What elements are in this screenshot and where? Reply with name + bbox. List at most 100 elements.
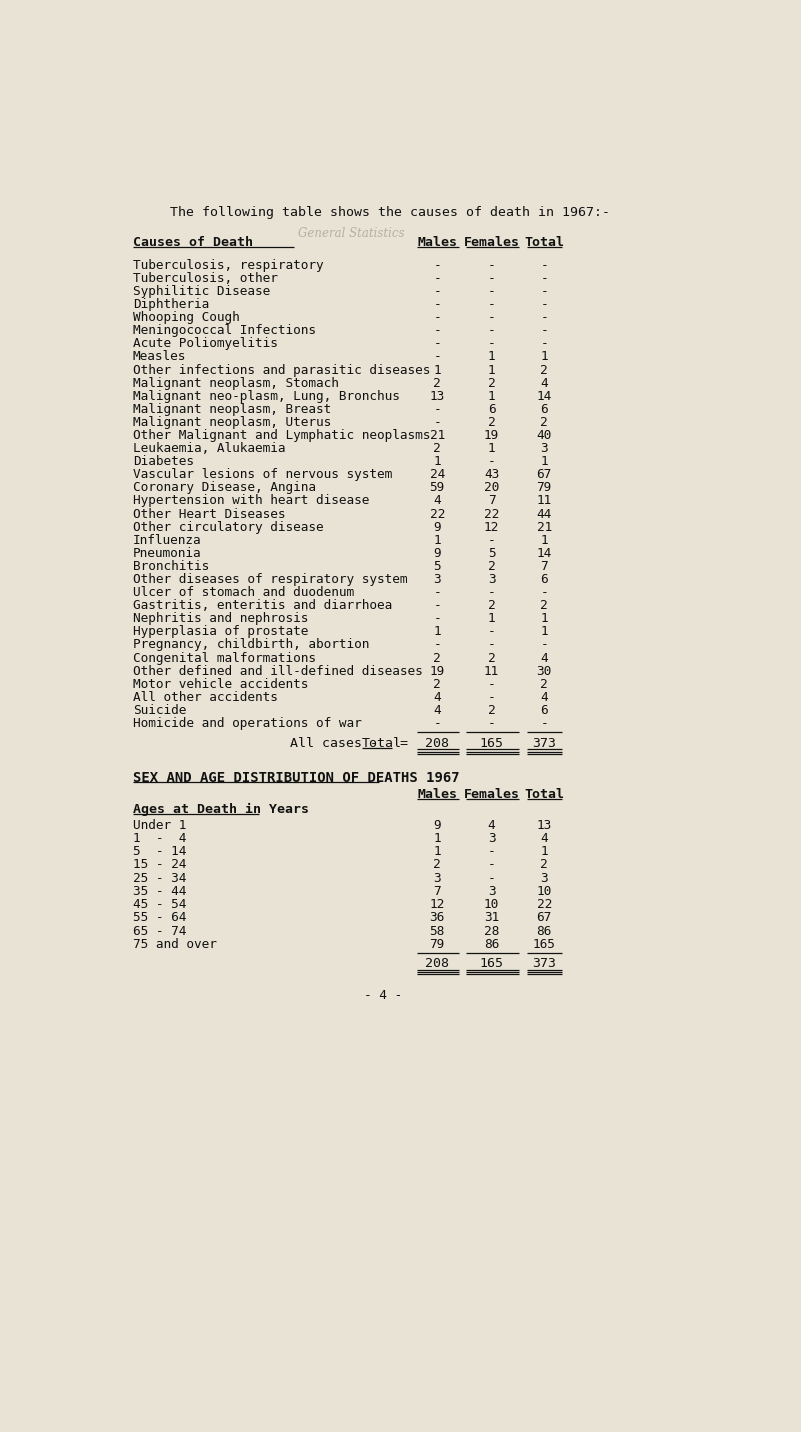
Text: 1: 1 xyxy=(433,626,441,639)
Text: 4: 4 xyxy=(541,690,548,703)
Text: Motor vehicle accidents: Motor vehicle accidents xyxy=(133,677,308,690)
Text: Meningococcal Infections: Meningococcal Infections xyxy=(133,324,316,338)
Text: 44: 44 xyxy=(537,507,552,521)
Text: 4: 4 xyxy=(433,494,441,507)
Text: Diabetes: Diabetes xyxy=(133,455,194,468)
Text: Malignant neoplasm, Stomach: Malignant neoplasm, Stomach xyxy=(133,377,339,390)
Text: 12: 12 xyxy=(429,898,445,911)
Text: 2: 2 xyxy=(541,599,548,613)
Text: 1: 1 xyxy=(541,845,548,858)
Text: 86: 86 xyxy=(537,925,552,938)
Text: 1: 1 xyxy=(433,845,441,858)
Text: 3: 3 xyxy=(433,573,441,586)
Text: The following table shows the causes of death in 1967:-: The following table shows the causes of … xyxy=(170,206,610,219)
Text: -: - xyxy=(541,285,548,298)
Text: 1: 1 xyxy=(488,351,495,364)
Text: 22: 22 xyxy=(537,898,552,911)
Text: -: - xyxy=(541,324,548,338)
Text: Bronchitis: Bronchitis xyxy=(133,560,209,573)
Text: 1: 1 xyxy=(541,534,548,547)
Text: 2: 2 xyxy=(433,377,441,390)
Text: 2: 2 xyxy=(488,560,495,573)
Text: 4: 4 xyxy=(541,832,548,845)
Text: 1: 1 xyxy=(541,455,548,468)
Text: 3: 3 xyxy=(488,832,495,845)
Text: -: - xyxy=(541,338,548,351)
Text: Malignant neoplasm, Breast: Malignant neoplasm, Breast xyxy=(133,402,331,415)
Text: 1: 1 xyxy=(541,626,548,639)
Text: 6: 6 xyxy=(488,402,495,415)
Text: -: - xyxy=(488,845,495,858)
Text: 7: 7 xyxy=(488,494,495,507)
Text: 59: 59 xyxy=(429,481,445,494)
Text: Total: Total xyxy=(362,737,402,750)
Text: 12: 12 xyxy=(484,521,499,534)
Text: Total: Total xyxy=(524,236,564,249)
Text: Malignant neoplasm, Uterus: Malignant neoplasm, Uterus xyxy=(133,415,331,430)
Text: 373: 373 xyxy=(532,737,556,750)
Text: 36: 36 xyxy=(429,911,445,924)
Text: 1: 1 xyxy=(433,455,441,468)
Text: 1: 1 xyxy=(488,442,495,455)
Text: 65 - 74: 65 - 74 xyxy=(133,925,186,938)
Text: -: - xyxy=(541,298,548,311)
Text: -: - xyxy=(433,311,441,324)
Text: Congenital malformations: Congenital malformations xyxy=(133,652,316,664)
Text: -: - xyxy=(488,872,495,885)
Text: 2: 2 xyxy=(488,377,495,390)
Text: -: - xyxy=(433,415,441,430)
Text: 3: 3 xyxy=(488,885,495,898)
Text: -: - xyxy=(433,402,441,415)
Text: Syphilitic Disease: Syphilitic Disease xyxy=(133,285,270,298)
Text: 4: 4 xyxy=(433,705,441,717)
Text: -: - xyxy=(488,259,495,272)
Text: 79: 79 xyxy=(537,481,552,494)
Text: 10: 10 xyxy=(484,898,499,911)
Text: 5: 5 xyxy=(488,547,495,560)
Text: 20: 20 xyxy=(484,481,499,494)
Text: 13: 13 xyxy=(537,819,552,832)
Text: Causes of Death: Causes of Death xyxy=(133,236,252,249)
Text: 4: 4 xyxy=(488,819,495,832)
Text: Total: Total xyxy=(524,788,564,800)
Text: 373: 373 xyxy=(532,957,556,971)
Text: -: - xyxy=(488,858,495,871)
Text: -: - xyxy=(433,272,441,285)
Text: 2: 2 xyxy=(433,858,441,871)
Text: -: - xyxy=(433,599,441,613)
Text: Hypertension with heart disease: Hypertension with heart disease xyxy=(133,494,369,507)
Text: 14: 14 xyxy=(537,547,552,560)
Text: 2: 2 xyxy=(541,858,548,871)
Text: 1: 1 xyxy=(541,351,548,364)
Text: Males: Males xyxy=(417,788,457,800)
Text: 4: 4 xyxy=(433,690,441,703)
Text: 9: 9 xyxy=(433,547,441,560)
Text: 1: 1 xyxy=(433,364,441,377)
Text: General Statistics: General Statistics xyxy=(298,228,405,241)
Text: 15 - 24: 15 - 24 xyxy=(133,858,186,871)
Text: 165: 165 xyxy=(480,737,504,750)
Text: Tuberculosis, respiratory: Tuberculosis, respiratory xyxy=(133,259,324,272)
Text: -: - xyxy=(488,311,495,324)
Text: 11: 11 xyxy=(537,494,552,507)
Text: Malignant neo-plasm, Lung, Bronchus: Malignant neo-plasm, Lung, Bronchus xyxy=(133,390,400,402)
Text: Vascular lesions of nervous system: Vascular lesions of nervous system xyxy=(133,468,392,481)
Text: 1  -  4: 1 - 4 xyxy=(133,832,186,845)
Text: -: - xyxy=(488,626,495,639)
Text: 31: 31 xyxy=(484,911,499,924)
Text: -: - xyxy=(433,717,441,730)
Text: 9: 9 xyxy=(433,521,441,534)
Text: Pneumonia: Pneumonia xyxy=(133,547,201,560)
Text: Other diseases of respiratory system: Other diseases of respiratory system xyxy=(133,573,407,586)
Text: 2: 2 xyxy=(433,677,441,690)
Text: SEX AND AGE DISTRIBUTION OF DEATHS 1967: SEX AND AGE DISTRIBUTION OF DEATHS 1967 xyxy=(133,770,459,785)
Text: -: - xyxy=(488,690,495,703)
Text: Other Heart Diseases: Other Heart Diseases xyxy=(133,507,285,521)
Text: 208: 208 xyxy=(425,957,449,971)
Text: -: - xyxy=(433,298,441,311)
Text: 1: 1 xyxy=(541,613,548,626)
Text: -: - xyxy=(488,285,495,298)
Text: =: = xyxy=(392,737,408,750)
Text: 43: 43 xyxy=(484,468,499,481)
Text: 1: 1 xyxy=(488,390,495,402)
